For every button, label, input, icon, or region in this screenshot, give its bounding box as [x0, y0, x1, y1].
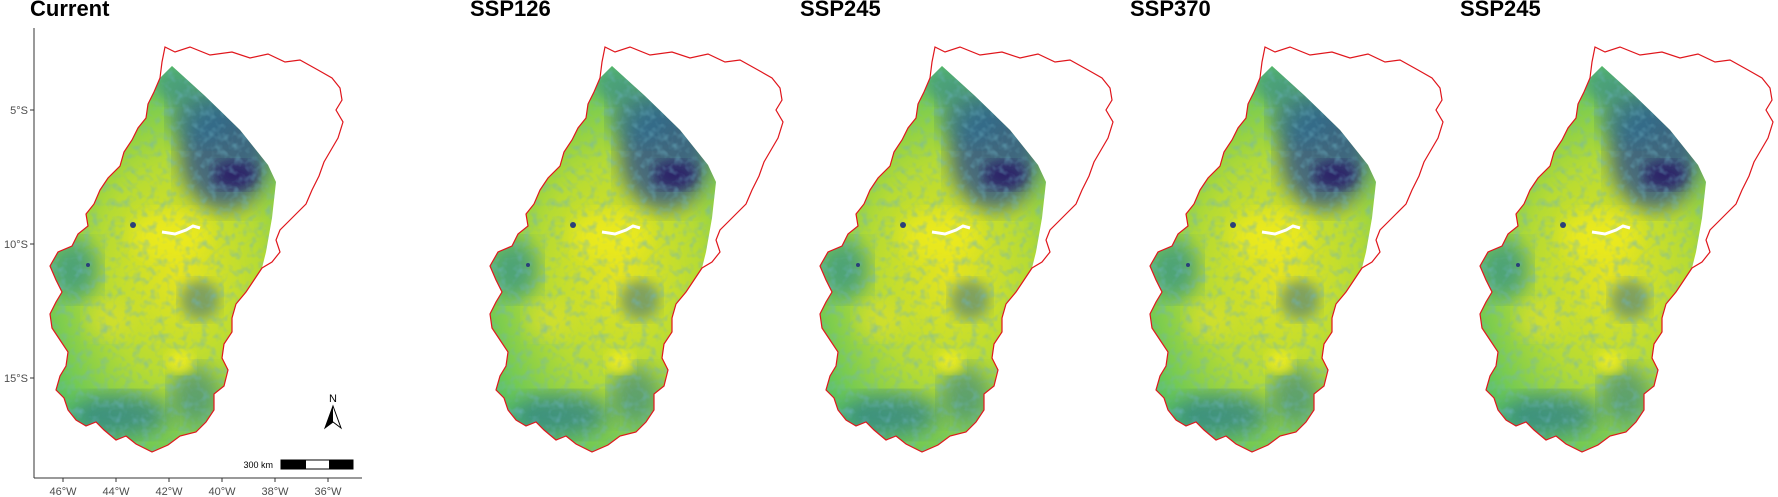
north-arrow-label: N [329, 393, 337, 405]
scale-bar-label: 300 km [243, 460, 273, 470]
panel-title-ssp245-b: SSP245 [1460, 0, 1541, 21]
map-ssp245-b [1470, 40, 1778, 460]
x-tick-label: 40°W [208, 486, 236, 497]
y-tick-label: 15°S [4, 373, 28, 385]
x-tick-label: 38°W [261, 486, 289, 497]
north-arrow-icon: N [323, 393, 343, 430]
axes-current: 5°S 10°S 15°S 46°W 44°W 42°W 40°W 38°W 3… [4, 28, 362, 497]
y-tick-label: 10°S [4, 239, 28, 251]
panel-title-ssp370: SSP370 [1130, 0, 1211, 21]
x-tick-label: 36°W [314, 486, 342, 497]
map-ssp370 [1140, 40, 1450, 460]
panel-title-ssp126: SSP126 [470, 0, 551, 21]
x-tick-label: 44°W [102, 486, 130, 497]
x-tick-label: 42°W [155, 486, 183, 497]
x-tick-label: 46°W [49, 486, 77, 497]
map-ssp245 [810, 40, 1120, 460]
scale-bar: 300 km [243, 459, 354, 470]
y-tick-label: 5°S [10, 105, 28, 117]
panel-title-ssp245: SSP245 [800, 0, 881, 21]
map-ssp126 [480, 40, 790, 460]
panel-title-current: Current [30, 0, 110, 21]
map-current [40, 40, 350, 460]
